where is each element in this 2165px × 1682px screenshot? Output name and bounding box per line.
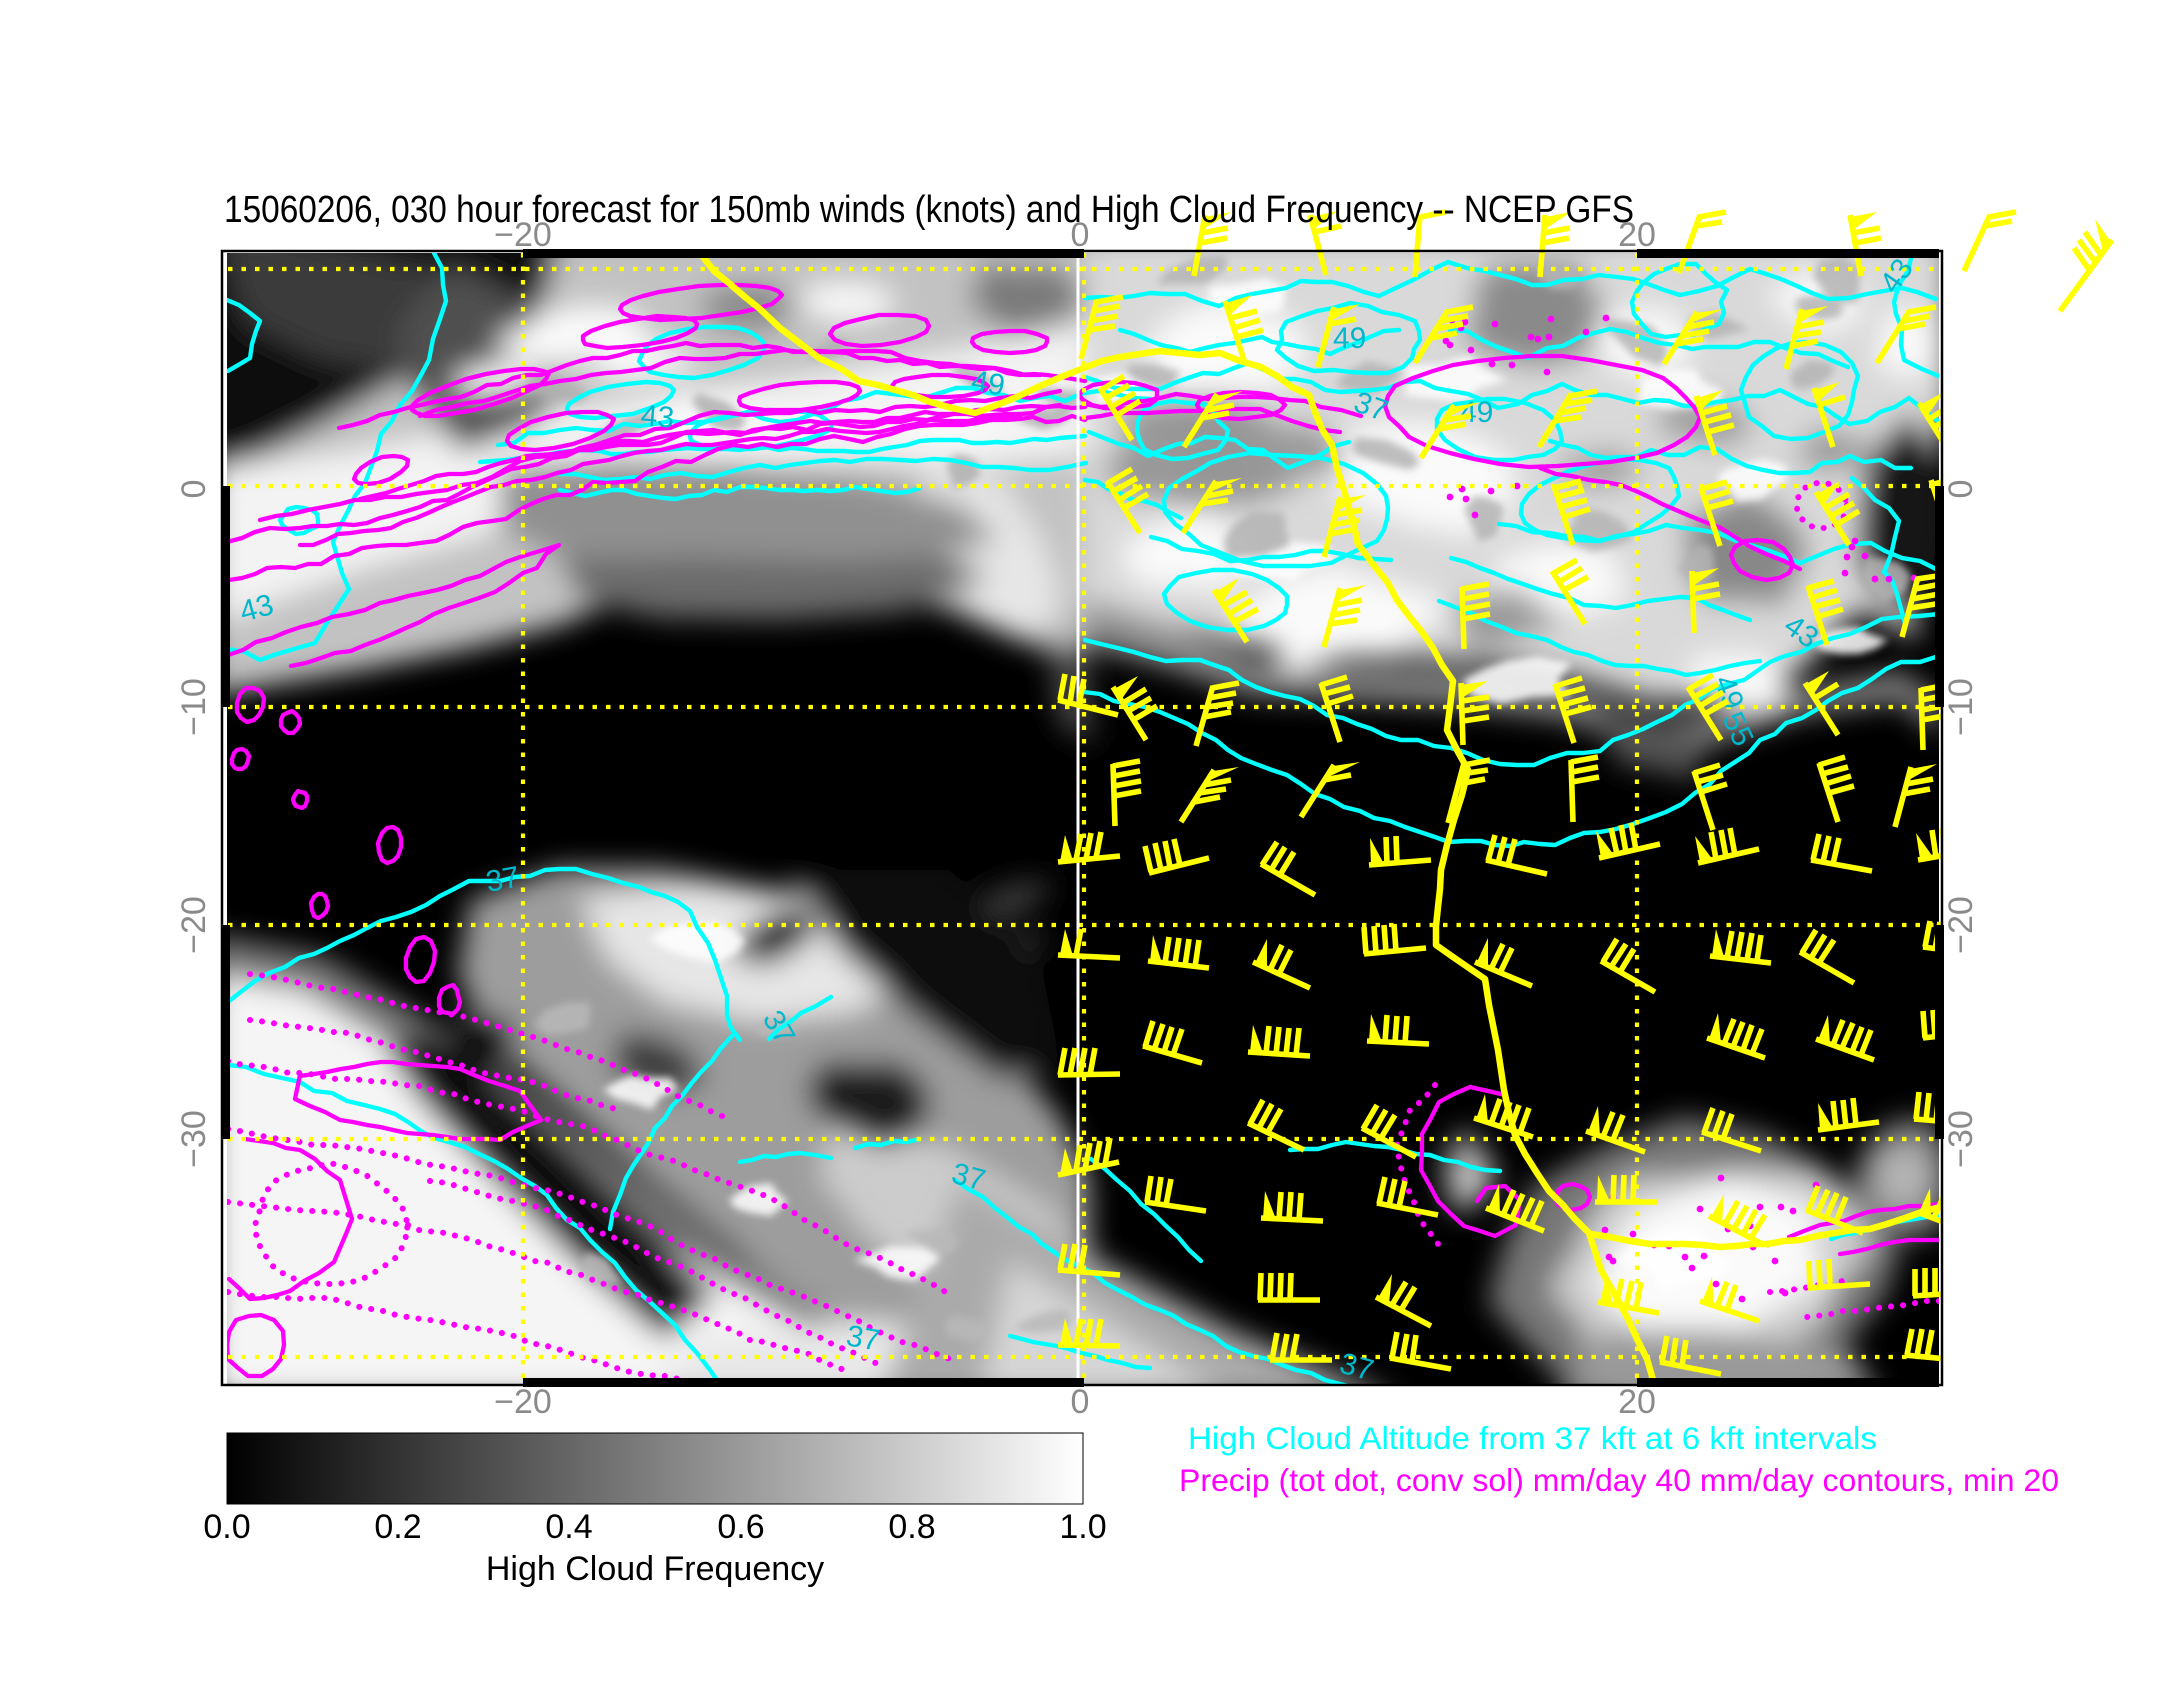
svg-text:0.6: 0.6 <box>717 1508 764 1546</box>
svg-text:0: 0 <box>1942 480 1980 499</box>
svg-text:37: 37 <box>1336 1347 1377 1388</box>
svg-text:37: 37 <box>844 1319 883 1357</box>
svg-text:0: 0 <box>1071 1383 1090 1421</box>
svg-text:43: 43 <box>639 399 675 435</box>
svg-text:−30: −30 <box>1942 1110 1980 1168</box>
svg-text:0.8: 0.8 <box>888 1508 935 1546</box>
svg-text:0: 0 <box>1071 216 1090 254</box>
svg-text:20: 20 <box>1618 1383 1656 1421</box>
svg-text:20: 20 <box>1618 216 1656 254</box>
svg-text:−20: −20 <box>1942 896 1980 954</box>
svg-text:37: 37 <box>483 861 522 899</box>
svg-text:49: 49 <box>1333 322 1366 355</box>
svg-text:0.4: 0.4 <box>545 1508 592 1546</box>
svg-text:0.2: 0.2 <box>374 1508 421 1546</box>
svg-text:1.0: 1.0 <box>1059 1508 1106 1546</box>
svg-text:−20: −20 <box>175 896 213 954</box>
svg-text:−20: −20 <box>494 216 552 254</box>
svg-text:15060206, 030 hour forecast fo: 15060206, 030 hour forecast for 150mb wi… <box>224 189 1634 231</box>
svg-text:−20: −20 <box>494 1383 552 1421</box>
svg-text:−10: −10 <box>175 678 213 736</box>
svg-text:−10: −10 <box>1942 678 1980 736</box>
svg-text:Precip (tot dot, conv sol) mm/: Precip (tot dot, conv sol) mm/day 40 mm/… <box>1179 1462 2059 1498</box>
svg-text:49: 49 <box>969 364 1008 402</box>
svg-text:0.0: 0.0 <box>203 1508 250 1546</box>
svg-text:High Cloud Frequency: High Cloud Frequency <box>486 1550 824 1588</box>
svg-text:−30: −30 <box>175 1110 213 1168</box>
svg-text:0: 0 <box>175 480 213 499</box>
svg-text:High Cloud Altitude from 37 kf: High Cloud Altitude from 37 kft at 6 kft… <box>1188 1420 1877 1456</box>
